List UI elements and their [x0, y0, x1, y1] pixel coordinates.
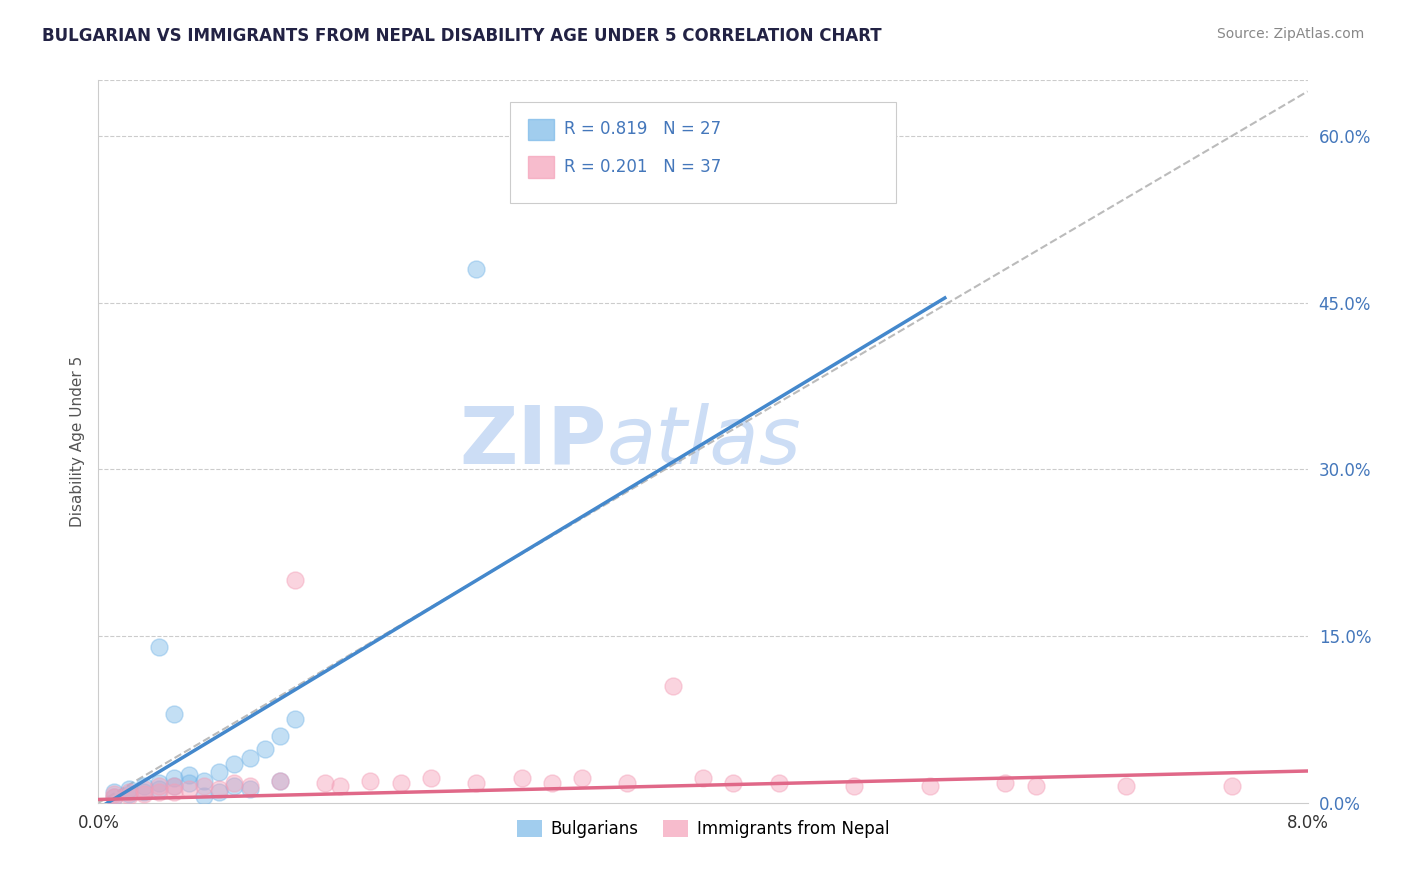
Point: [103, 785, 125, 799]
Point: [118, 787, 141, 801]
Point: [269, 729, 291, 743]
Text: ZIP: ZIP: [458, 402, 606, 481]
Point: [661, 679, 683, 693]
Point: [389, 776, 412, 790]
Text: Source: ZipAtlas.com: Source: ZipAtlas.com: [1216, 27, 1364, 41]
FancyBboxPatch shape: [509, 102, 897, 203]
Point: [224, 779, 246, 793]
Point: [510, 772, 533, 786]
Point: [132, 779, 155, 793]
Point: [239, 751, 262, 765]
Point: [616, 776, 638, 790]
Point: [224, 776, 246, 790]
Point: [1115, 779, 1137, 793]
Point: [284, 574, 307, 588]
Point: [163, 779, 186, 793]
Point: [179, 768, 201, 782]
Point: [208, 782, 231, 797]
Point: [571, 772, 593, 786]
Legend: Bulgarians, Immigrants from Nepal: Bulgarians, Immigrants from Nepal: [510, 814, 896, 845]
Point: [193, 773, 215, 788]
Point: [540, 776, 562, 790]
Point: [103, 787, 125, 801]
Point: [163, 785, 186, 799]
Point: [768, 776, 790, 790]
Point: [918, 779, 941, 793]
Point: [1220, 779, 1243, 793]
Point: [224, 756, 246, 771]
Point: [179, 776, 201, 790]
Point: [329, 779, 352, 793]
Point: [132, 782, 155, 797]
Point: [118, 782, 141, 797]
Point: [465, 776, 488, 790]
Point: [360, 773, 382, 788]
Point: [132, 787, 155, 801]
Text: R = 0.201   N = 37: R = 0.201 N = 37: [564, 158, 721, 176]
Point: [465, 262, 488, 277]
Y-axis label: Disability Age Under 5: Disability Age Under 5: [69, 356, 84, 527]
Point: [148, 782, 170, 797]
Point: [208, 764, 231, 779]
Point: [1025, 779, 1047, 793]
Point: [163, 706, 186, 721]
Point: [420, 772, 443, 786]
Point: [148, 776, 170, 790]
Text: BULGARIAN VS IMMIGRANTS FROM NEPAL DISABILITY AGE UNDER 5 CORRELATION CHART: BULGARIAN VS IMMIGRANTS FROM NEPAL DISAB…: [42, 27, 882, 45]
Point: [148, 785, 170, 799]
Point: [179, 782, 201, 797]
Text: atlas: atlas: [606, 402, 801, 481]
Point: [148, 640, 170, 655]
Point: [103, 790, 125, 805]
Text: R = 0.819   N = 27: R = 0.819 N = 27: [564, 120, 721, 137]
Point: [269, 773, 291, 788]
Point: [208, 785, 231, 799]
Point: [132, 785, 155, 799]
Point: [284, 713, 307, 727]
Point: [239, 782, 262, 797]
Point: [239, 779, 262, 793]
Bar: [527, 119, 554, 140]
Point: [253, 742, 276, 756]
Point: [118, 785, 141, 799]
Point: [314, 776, 336, 790]
Point: [269, 773, 291, 788]
Point: [148, 779, 170, 793]
Point: [723, 776, 745, 790]
Point: [193, 789, 215, 804]
Point: [692, 772, 714, 786]
Point: [193, 779, 215, 793]
Point: [103, 790, 125, 805]
Point: [994, 776, 1017, 790]
Point: [163, 772, 186, 786]
Point: [163, 779, 186, 793]
Point: [118, 789, 141, 804]
Bar: [527, 156, 554, 178]
Point: [844, 779, 866, 793]
